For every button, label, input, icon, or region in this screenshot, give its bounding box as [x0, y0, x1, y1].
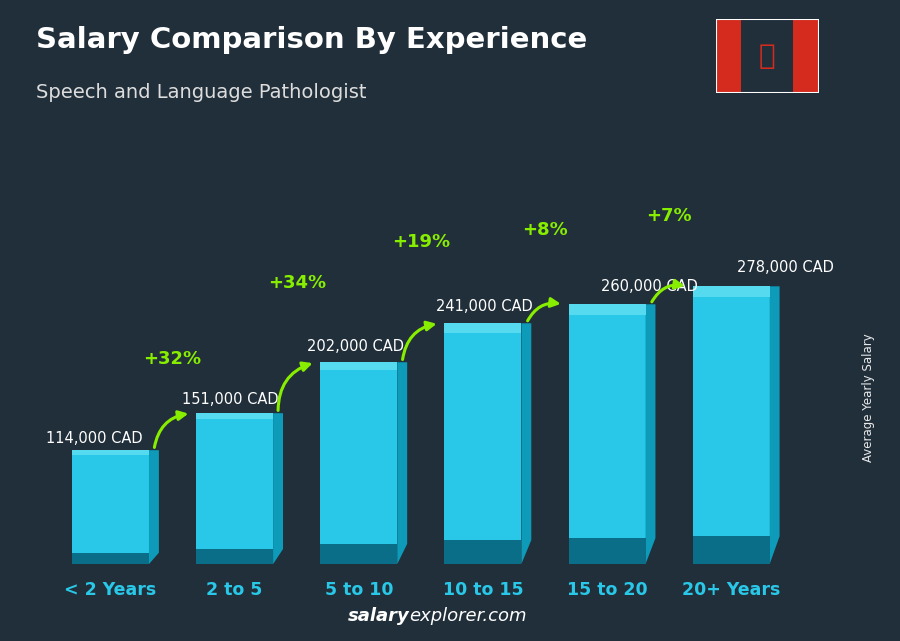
Bar [445, 540, 521, 564]
Bar [445, 323, 521, 333]
Bar [716, 19, 742, 93]
Text: 151,000 CAD: 151,000 CAD [183, 392, 279, 407]
Bar [320, 362, 397, 370]
Text: explorer.com: explorer.com [410, 607, 527, 625]
Text: Speech and Language Pathologist: Speech and Language Pathologist [36, 83, 366, 103]
Polygon shape [273, 413, 283, 564]
Text: 241,000 CAD: 241,000 CAD [436, 299, 533, 313]
Text: +34%: +34% [267, 274, 326, 292]
Polygon shape [149, 450, 159, 564]
Text: 114,000 CAD: 114,000 CAD [46, 431, 142, 445]
Polygon shape [521, 323, 531, 564]
Text: 260,000 CAD: 260,000 CAD [601, 279, 698, 294]
Bar [320, 362, 397, 564]
Text: 278,000 CAD: 278,000 CAD [737, 260, 834, 275]
Text: Average Yearly Salary: Average Yearly Salary [862, 333, 875, 462]
Polygon shape [397, 362, 407, 564]
Bar [320, 544, 397, 564]
Bar [693, 287, 770, 564]
Polygon shape [770, 287, 779, 564]
Text: +19%: +19% [392, 233, 450, 251]
Bar [693, 537, 770, 564]
Bar [569, 538, 645, 564]
Bar [72, 553, 149, 564]
Text: 202,000 CAD: 202,000 CAD [307, 339, 403, 354]
Bar [569, 304, 645, 315]
Text: +32%: +32% [143, 350, 202, 368]
Bar [72, 450, 149, 454]
Text: salary: salary [347, 607, 410, 625]
Bar [196, 413, 273, 419]
Text: 🍁: 🍁 [759, 42, 776, 70]
Bar [445, 323, 521, 564]
Bar [196, 413, 273, 564]
Bar [196, 549, 273, 564]
Bar [72, 450, 149, 564]
Text: +8%: +8% [522, 221, 568, 239]
Text: +7%: +7% [646, 207, 692, 225]
Text: Salary Comparison By Experience: Salary Comparison By Experience [36, 26, 587, 54]
Bar [569, 304, 645, 564]
Bar [793, 19, 819, 93]
Bar [693, 287, 770, 297]
Polygon shape [645, 304, 655, 564]
